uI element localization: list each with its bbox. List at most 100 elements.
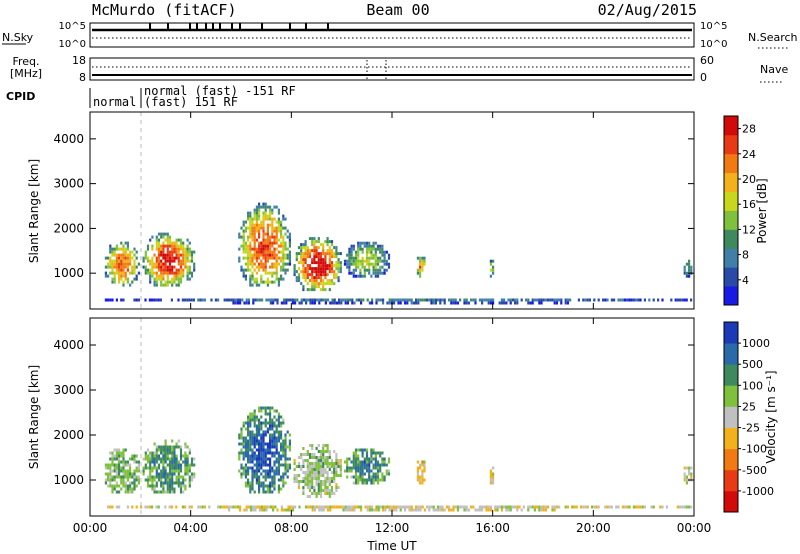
range-gate-cell bbox=[379, 463, 382, 467]
range-gate-cell bbox=[283, 301, 286, 305]
range-gate-cell bbox=[182, 481, 185, 485]
range-gate-cell bbox=[551, 298, 554, 302]
range-gate-cell bbox=[324, 270, 327, 274]
range-gate-cell bbox=[340, 301, 343, 305]
range-gate-cell bbox=[151, 274, 154, 278]
range-gate-cell bbox=[242, 466, 245, 470]
range-gate-cell bbox=[261, 508, 264, 512]
range-gate-cell bbox=[492, 481, 495, 485]
range-gate-cell bbox=[354, 457, 358, 461]
range-gate-cell bbox=[339, 471, 342, 474]
range-gate-cell bbox=[164, 280, 167, 284]
freq-label: Freq. bbox=[12, 55, 39, 68]
range-gate-cell bbox=[313, 453, 316, 456]
power-plot-area bbox=[90, 112, 694, 309]
range-gate-cell bbox=[244, 247, 247, 251]
range-gate-cell bbox=[393, 505, 396, 509]
range-gate-cell bbox=[337, 267, 340, 271]
range-gate-cell bbox=[253, 454, 256, 458]
range-gate-cell bbox=[264, 250, 267, 254]
range-gate-cell bbox=[333, 270, 336, 274]
velocity-colorbar-label: Velocity [m s⁻¹] bbox=[764, 370, 778, 463]
range-gate-cell bbox=[251, 433, 254, 437]
range-gate-cell bbox=[277, 262, 280, 266]
range-gate-cell bbox=[262, 481, 265, 485]
range-gate-cell bbox=[247, 250, 250, 254]
range-gate-cell bbox=[379, 247, 382, 251]
range-gate-cell bbox=[273, 235, 276, 239]
range-gate-cell bbox=[374, 454, 377, 458]
range-gate-cell bbox=[155, 283, 158, 287]
range-gate-cell bbox=[166, 454, 169, 458]
range-gate-cell bbox=[375, 301, 378, 305]
range-gate-cell bbox=[363, 271, 366, 275]
range-gate-cell bbox=[311, 486, 314, 489]
range-gate-cell bbox=[264, 478, 267, 482]
range-gate-cell bbox=[166, 271, 169, 275]
range-gate-cell bbox=[452, 505, 455, 509]
range-gate-cell bbox=[322, 447, 325, 450]
range-gate-cell bbox=[361, 259, 364, 263]
range-gate-cell bbox=[315, 282, 318, 286]
range-gate-cell bbox=[262, 253, 265, 257]
range-gate-cell bbox=[333, 252, 336, 256]
range-gate-cell bbox=[249, 448, 252, 452]
range-gate-cell bbox=[264, 211, 267, 215]
range-gate-cell bbox=[258, 247, 261, 251]
range-gate-cell bbox=[135, 478, 138, 482]
range-gate-cell bbox=[350, 244, 353, 248]
range-gate-cell bbox=[151, 487, 154, 491]
range-gate-cell bbox=[266, 235, 269, 239]
range-gate-cell bbox=[275, 220, 278, 224]
range-gate-cell bbox=[151, 457, 154, 461]
range-gate-cell bbox=[249, 262, 252, 266]
range-gate-cell bbox=[298, 505, 301, 509]
range-gate-cell bbox=[443, 508, 446, 512]
range-gate-cell bbox=[337, 270, 340, 274]
range-gate-cell bbox=[500, 508, 503, 512]
range-gate-cell bbox=[262, 451, 265, 455]
range-gate-cell bbox=[151, 256, 154, 260]
range-gate-cell bbox=[306, 273, 309, 277]
range-gate-cell bbox=[179, 445, 183, 449]
range-gate-cell bbox=[153, 265, 156, 269]
range-gate-cell bbox=[328, 483, 331, 486]
range-gate-cell bbox=[280, 244, 283, 248]
range-gate-cell bbox=[354, 274, 358, 278]
range-gate-cell bbox=[354, 469, 358, 473]
range-gate-cell bbox=[302, 255, 305, 259]
range-gate-cell bbox=[244, 226, 247, 230]
range-gate-cell bbox=[387, 472, 391, 476]
range-gate-cell bbox=[179, 481, 183, 485]
range-gate-cell bbox=[277, 250, 280, 254]
range-gate-cell bbox=[271, 271, 274, 275]
range-gate-cell bbox=[357, 475, 360, 479]
range-gate-cell bbox=[155, 280, 158, 284]
range-gate-cell bbox=[251, 220, 254, 224]
range-gate-cell bbox=[149, 475, 152, 479]
range-gate-cell bbox=[361, 448, 364, 452]
power-heatmap bbox=[104, 202, 693, 305]
range-gate-cell bbox=[260, 448, 263, 452]
range-gate-cell bbox=[282, 217, 285, 221]
cpid-entry-normal: normal bbox=[93, 95, 136, 109]
range-gate-cell bbox=[266, 412, 269, 416]
range-gate-cell bbox=[350, 259, 353, 263]
range-gate-cell bbox=[597, 298, 600, 302]
range-gate-cell bbox=[155, 298, 158, 302]
range-gate-cell bbox=[254, 508, 257, 512]
range-gate-cell bbox=[564, 505, 567, 509]
range-gate-cell bbox=[260, 406, 263, 410]
range-gate-cell bbox=[419, 259, 422, 263]
range-gate-cell bbox=[463, 505, 466, 509]
range-gate-cell bbox=[315, 261, 318, 265]
range-gate-cell bbox=[324, 486, 327, 489]
range-gate-cell bbox=[275, 238, 278, 242]
range-gate-cell bbox=[258, 241, 261, 245]
range-gate-cell bbox=[266, 271, 269, 275]
range-gate-cell bbox=[277, 244, 280, 248]
range-gate-cell bbox=[376, 463, 380, 467]
range-gate-cell bbox=[478, 298, 481, 302]
range-gate-cell bbox=[269, 418, 272, 422]
